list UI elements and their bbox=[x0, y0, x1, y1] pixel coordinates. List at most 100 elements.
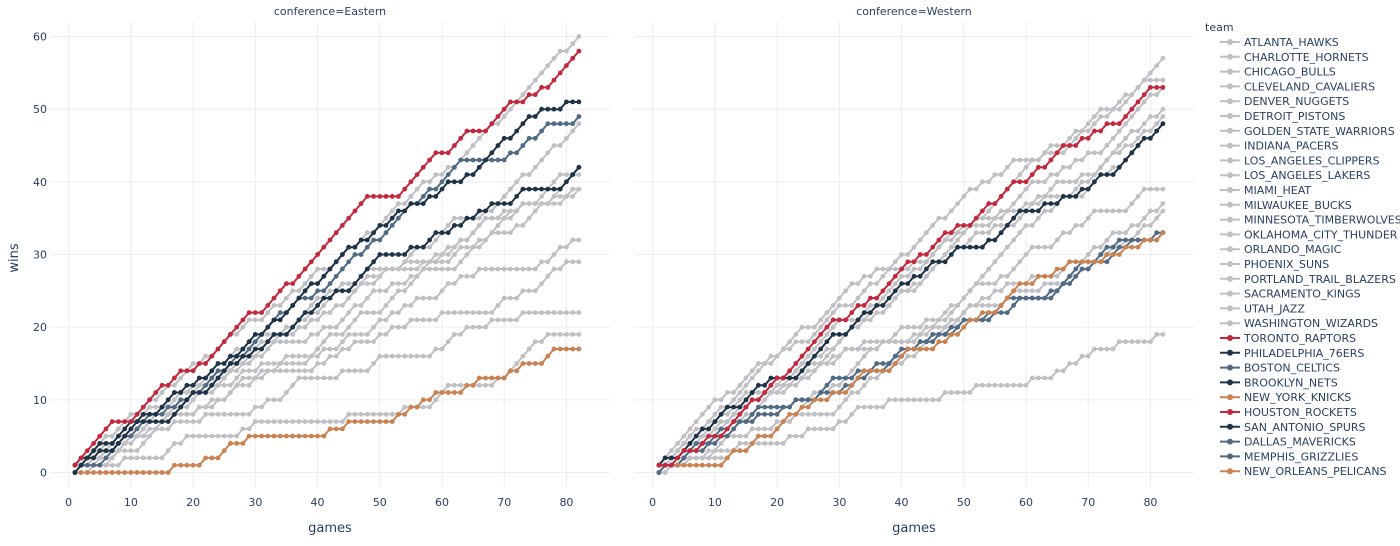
data-point bbox=[1080, 172, 1085, 177]
data-point bbox=[396, 325, 401, 330]
data-point bbox=[471, 216, 476, 221]
data-point bbox=[1049, 172, 1054, 177]
legend-swatch-marker bbox=[1227, 128, 1233, 134]
legend-item-oklahoma-city-thunder[interactable]: OKLAHOMA_CITY_THUNDER bbox=[1220, 228, 1398, 241]
data-point bbox=[533, 114, 538, 119]
data-point bbox=[564, 194, 569, 199]
data-point bbox=[496, 318, 501, 323]
data-point bbox=[918, 252, 923, 257]
data-point bbox=[762, 397, 767, 402]
x-tick-label: 20 bbox=[186, 496, 200, 509]
data-point bbox=[297, 376, 302, 381]
data-point bbox=[1055, 267, 1060, 272]
data-point bbox=[856, 325, 861, 330]
data-point bbox=[371, 194, 376, 199]
data-point bbox=[793, 368, 798, 373]
legend-item-los-angeles-clippers[interactable]: LOS_ANGELES_CLIPPERS bbox=[1220, 154, 1380, 167]
data-point bbox=[812, 427, 817, 432]
data-point bbox=[688, 448, 693, 453]
data-point bbox=[141, 434, 146, 439]
data-point bbox=[737, 383, 742, 388]
data-point bbox=[806, 325, 811, 330]
data-point bbox=[1154, 230, 1159, 235]
data-point bbox=[185, 397, 190, 402]
data-point bbox=[247, 339, 252, 344]
data-point bbox=[1136, 223, 1141, 228]
legend-item-golden-state-warriors[interactable]: GOLDEN_STATE_WARRIORS bbox=[1220, 125, 1395, 138]
data-point bbox=[440, 172, 445, 177]
data-point bbox=[688, 441, 693, 446]
legend-label: MIAMI_HEAT bbox=[1244, 184, 1311, 197]
data-point bbox=[1049, 296, 1054, 301]
data-point bbox=[1036, 158, 1041, 163]
data-point bbox=[1117, 150, 1122, 155]
data-point bbox=[899, 252, 904, 257]
data-point bbox=[769, 383, 774, 388]
legend-swatch-marker bbox=[1227, 113, 1233, 119]
data-point bbox=[1036, 194, 1041, 199]
data-point bbox=[384, 303, 389, 308]
data-point bbox=[303, 288, 308, 293]
data-point bbox=[1036, 376, 1041, 381]
data-point bbox=[353, 281, 358, 286]
data-point bbox=[837, 332, 842, 337]
legend-item-portland-trail-blazers[interactable]: PORTLAND_TRAIL_BLAZERS bbox=[1220, 273, 1396, 286]
data-point bbox=[409, 281, 414, 286]
legend-item-washington-wizards[interactable]: WASHINGTON_WIZARDS bbox=[1220, 317, 1378, 330]
data-point bbox=[396, 209, 401, 214]
data-point bbox=[1042, 201, 1047, 206]
data-point bbox=[477, 209, 482, 214]
legend-label: GOLDEN_STATE_WARRIORS bbox=[1244, 125, 1395, 138]
data-point bbox=[980, 296, 985, 301]
data-point bbox=[862, 347, 867, 352]
data-point bbox=[825, 347, 830, 352]
data-point bbox=[961, 194, 966, 199]
data-point bbox=[533, 165, 538, 170]
legend-item-new-orleans-pelicans[interactable]: NEW_ORLEANS_PELICANS bbox=[1220, 465, 1387, 478]
data-point bbox=[1036, 296, 1041, 301]
data-point bbox=[365, 274, 370, 279]
legend-item-minnesota-timberwolves[interactable]: MINNESOTA_TIMBERWOLVES bbox=[1220, 214, 1400, 227]
data-point bbox=[818, 339, 823, 344]
data-point bbox=[247, 310, 252, 315]
legend-swatch-marker bbox=[1227, 69, 1233, 75]
data-point bbox=[309, 332, 314, 337]
data-point bbox=[843, 419, 848, 424]
data-point bbox=[471, 274, 476, 279]
data-point bbox=[290, 288, 295, 293]
data-point bbox=[719, 419, 724, 424]
data-point bbox=[371, 288, 376, 293]
data-point bbox=[868, 318, 873, 323]
data-point bbox=[725, 405, 730, 410]
data-point bbox=[1042, 296, 1047, 301]
data-point bbox=[706, 456, 711, 461]
data-point bbox=[334, 427, 339, 432]
data-point bbox=[930, 267, 935, 272]
data-point bbox=[309, 318, 314, 323]
data-point bbox=[1080, 179, 1085, 184]
legend-swatch-marker bbox=[1227, 365, 1233, 371]
data-point bbox=[79, 470, 84, 475]
data-point bbox=[980, 310, 985, 315]
legend-item-cleveland-cavaliers[interactable]: CLEVELAND_CAVALIERS bbox=[1220, 80, 1375, 93]
data-point bbox=[986, 267, 991, 272]
data-point bbox=[409, 245, 414, 250]
data-point bbox=[762, 390, 767, 395]
data-point bbox=[812, 325, 817, 330]
data-point bbox=[905, 325, 910, 330]
data-point bbox=[471, 325, 476, 330]
data-point bbox=[104, 441, 109, 446]
data-point bbox=[533, 288, 538, 293]
data-point bbox=[1055, 150, 1060, 155]
data-point bbox=[315, 310, 320, 315]
data-point bbox=[328, 296, 333, 301]
data-point bbox=[346, 419, 351, 424]
data-point bbox=[750, 368, 755, 373]
legend-swatch-marker bbox=[1227, 246, 1233, 252]
data-point bbox=[197, 463, 202, 468]
data-point bbox=[259, 310, 264, 315]
data-point bbox=[924, 347, 929, 352]
data-point bbox=[166, 405, 171, 410]
data-point bbox=[943, 238, 948, 243]
data-point bbox=[97, 441, 102, 446]
